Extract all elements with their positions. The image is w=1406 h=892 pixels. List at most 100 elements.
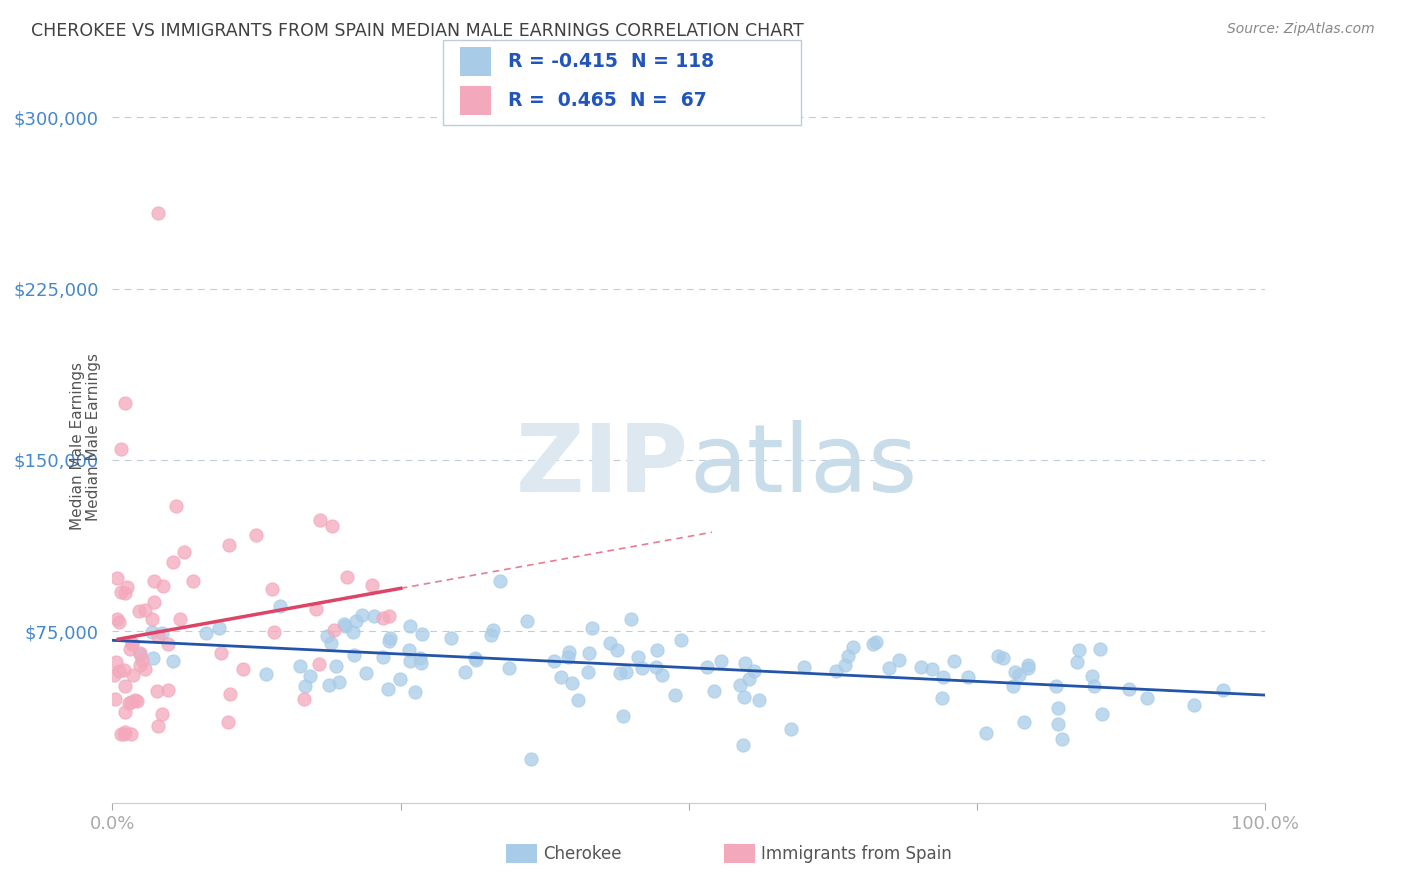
Point (219, 687, 242, 701)
Point (195, 626, 218, 640)
Point (142, 574, 165, 589)
Point (131, 653, 153, 667)
Point (411, 656, 433, 670)
Point (343, 648, 366, 662)
Point (321, 519, 343, 533)
Point (108, 665, 131, 679)
Point (315, 630, 337, 644)
Point (157, 682, 180, 697)
Point (481, 623, 503, 637)
Point (931, 670, 953, 684)
Point (143, 595, 166, 609)
Point (581, 621, 603, 635)
Point (325, 659, 347, 673)
Point (834, 657, 856, 672)
Point (837, 649, 859, 664)
Point (120, 727, 142, 741)
Point (344, 614, 367, 628)
Point (112, 663, 135, 677)
Point (1004, 665, 1026, 679)
Point (825, 664, 848, 678)
Point (120, 642, 142, 657)
Point (114, 586, 136, 600)
Point (169, 612, 191, 626)
Point (645, 643, 668, 657)
Point (208, 621, 231, 635)
Point (993, 651, 1015, 665)
Point (1083, 680, 1105, 694)
Point (104, 692, 127, 706)
Point (1046, 701, 1069, 715)
Point (128, 647, 150, 661)
Point (733, 690, 755, 705)
Point (363, 609, 385, 624)
Point (865, 635, 887, 649)
Point (288, 658, 311, 673)
Point (398, 654, 420, 668)
Point (612, 708, 634, 723)
Point (398, 643, 420, 657)
Point (134, 662, 156, 676)
Point (558, 645, 581, 659)
Point (1066, 655, 1088, 669)
Point (350, 607, 373, 622)
Point (738, 672, 761, 686)
Point (1045, 679, 1067, 693)
Point (162, 555, 184, 569)
Point (377, 634, 399, 648)
Point (498, 661, 520, 675)
Point (710, 654, 733, 668)
Point (742, 665, 765, 679)
Point (1136, 690, 1159, 705)
Point (748, 692, 770, 706)
Point (124, 693, 146, 707)
Point (121, 636, 143, 650)
Point (146, 206, 169, 220)
Point (110, 442, 132, 456)
Point (162, 654, 184, 668)
Point (887, 653, 910, 667)
Point (1050, 732, 1073, 747)
Point (105, 612, 128, 626)
Point (110, 584, 132, 599)
Point (181, 574, 204, 588)
Point (114, 725, 136, 739)
Point (779, 723, 801, 737)
Point (318, 677, 340, 691)
Text: R =  0.465  N =  67: R = 0.465 N = 67 (508, 91, 706, 110)
Point (728, 678, 751, 692)
Point (578, 646, 600, 660)
Point (332, 617, 354, 632)
Point (142, 651, 165, 665)
Point (411, 627, 433, 641)
Point (356, 665, 378, 680)
Text: R = -0.415  N = 118: R = -0.415 N = 118 (508, 52, 714, 71)
Point (731, 739, 754, 753)
Point (120, 695, 142, 709)
Text: ZIP: ZIP (516, 420, 689, 512)
Point (333, 619, 356, 633)
Point (703, 683, 725, 698)
Point (943, 655, 966, 669)
Point (620, 612, 643, 626)
Point (373, 650, 395, 665)
Point (156, 637, 179, 651)
Point (609, 666, 631, 681)
Point (1182, 698, 1205, 713)
Point (292, 691, 315, 706)
Point (399, 618, 422, 632)
Point (146, 719, 169, 733)
Point (217, 715, 239, 730)
Point (263, 625, 285, 640)
Point (209, 646, 232, 660)
Point (309, 512, 332, 526)
Point (1002, 680, 1025, 694)
Point (561, 676, 583, 690)
Point (360, 578, 382, 592)
Point (862, 637, 884, 651)
Point (1012, 714, 1035, 729)
Point (910, 660, 932, 674)
Point (114, 396, 136, 410)
Point (664, 688, 686, 702)
Point (599, 635, 621, 649)
